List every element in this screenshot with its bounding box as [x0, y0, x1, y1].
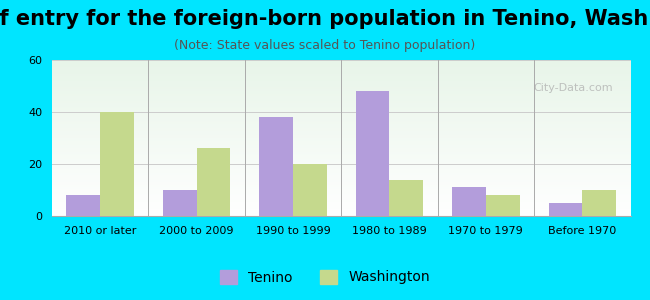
- Legend: Tenino, Washington: Tenino, Washington: [214, 264, 436, 290]
- Bar: [293, 164, 327, 216]
- Text: (Note: State values scaled to Tenino population): (Note: State values scaled to Tenino pop…: [174, 39, 476, 52]
- Bar: [66, 195, 100, 216]
- Bar: [100, 112, 134, 216]
- Text: City-Data.com: City-Data.com: [534, 83, 613, 93]
- Bar: [549, 203, 582, 216]
- Bar: [259, 117, 293, 216]
- Text: Year of entry for the foreign-born population in Tenino, Washington: Year of entry for the foreign-born popul…: [0, 9, 650, 29]
- Bar: [452, 188, 486, 216]
- Bar: [389, 180, 423, 216]
- Bar: [196, 148, 230, 216]
- Bar: [582, 190, 616, 216]
- Bar: [163, 190, 196, 216]
- Bar: [486, 195, 519, 216]
- Bar: [356, 91, 389, 216]
